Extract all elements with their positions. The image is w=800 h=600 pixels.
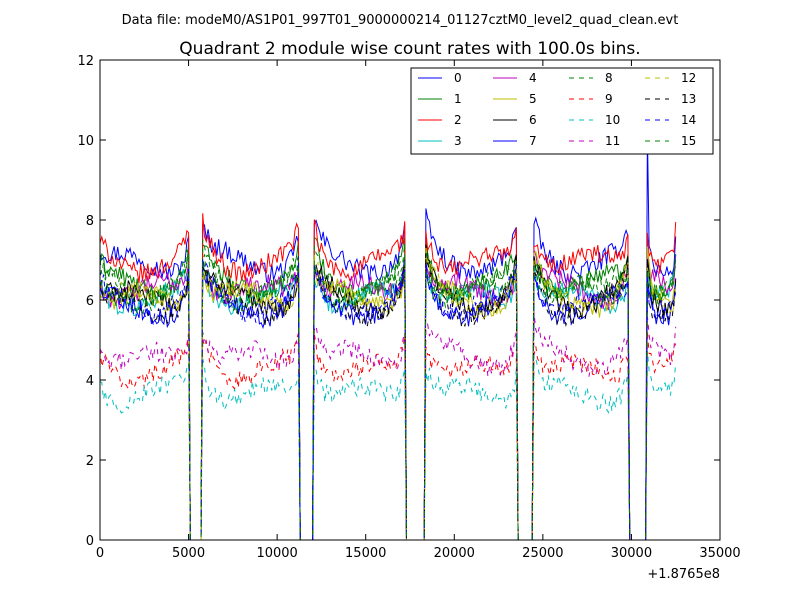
x-tick-label: 20000 xyxy=(434,546,475,561)
legend-label-2: 2 xyxy=(454,113,462,127)
x-tick-label: 5000 xyxy=(172,546,205,561)
series-line-2 xyxy=(100,213,677,540)
x-tick-label: 15000 xyxy=(345,546,386,561)
legend-label-0: 0 xyxy=(454,71,462,85)
x-tick-label: 35000 xyxy=(699,546,740,561)
legend-frame xyxy=(410,67,714,155)
legend-label-13: 13 xyxy=(681,92,696,106)
legend-label-3: 3 xyxy=(454,134,462,148)
legend-label-4: 4 xyxy=(529,71,537,85)
y-tick-label: 0 xyxy=(86,534,94,549)
legend-label-11: 11 xyxy=(605,134,620,148)
legend-label-7: 7 xyxy=(529,134,537,148)
series-line-3 xyxy=(100,264,677,540)
legend-label-6: 6 xyxy=(529,113,537,127)
y-tick-label: 12 xyxy=(77,54,94,69)
x-tick-label: 10000 xyxy=(256,546,297,561)
legend-label-8: 8 xyxy=(605,71,613,85)
series-line-13 xyxy=(100,258,677,540)
legend-label-5: 5 xyxy=(529,92,537,106)
x-tick-label: 30000 xyxy=(611,546,652,561)
series-line-9 xyxy=(100,331,677,540)
x-tick-label: 0 xyxy=(96,546,104,561)
series-line-12 xyxy=(100,245,677,540)
legend-label-14: 14 xyxy=(681,113,696,127)
series-line-15 xyxy=(100,253,677,540)
y-tick-label: 6 xyxy=(86,294,94,309)
legend-label-1: 1 xyxy=(454,92,462,106)
y-tick-label: 8 xyxy=(86,214,94,229)
series-layer xyxy=(100,131,677,540)
series-line-8 xyxy=(100,239,677,540)
axis-ticks: 0 5000 10000 15000 20000 25000 30000 35000 0 2 4 6 8… xyxy=(77,54,740,561)
series-line-11 xyxy=(100,312,677,540)
legend-label-15: 15 xyxy=(681,134,696,148)
chart-title: Quadrant 2 module wise count rates with … xyxy=(179,39,640,59)
x-tick-label: 25000 xyxy=(522,546,563,561)
series-line-4 xyxy=(100,250,677,540)
x-offset-label: +1.8765e8 xyxy=(647,567,720,582)
series-line-10 xyxy=(100,350,677,540)
legend-label-9: 9 xyxy=(605,92,613,106)
legend-label-12: 12 xyxy=(681,71,696,85)
chart-suptitle: Data file: modeM0/AS1P01_997T01_90000002… xyxy=(122,13,679,28)
y-tick-label: 10 xyxy=(77,134,94,149)
series-line-0 xyxy=(100,131,677,540)
y-tick-label: 2 xyxy=(86,454,94,469)
legend-label-10: 10 xyxy=(605,113,620,127)
y-tick-label: 4 xyxy=(86,374,94,389)
